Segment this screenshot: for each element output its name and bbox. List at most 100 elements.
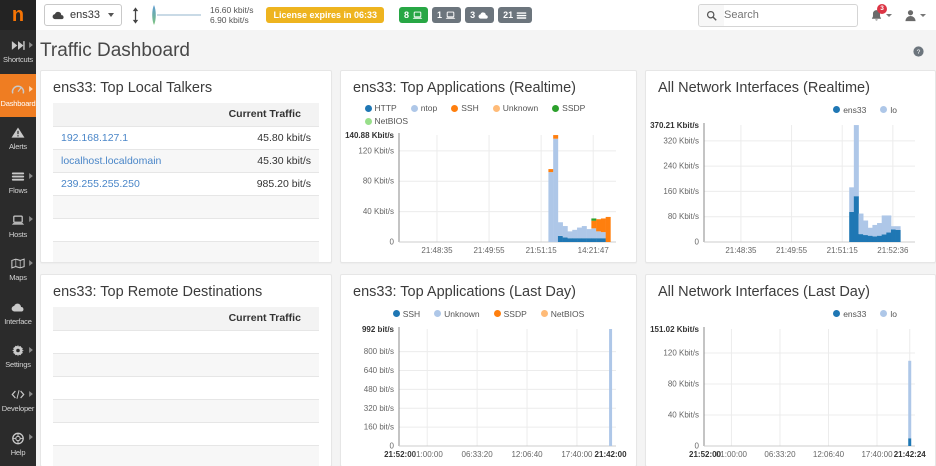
upload-rate: 16.60 kbit/s [209, 4, 254, 15]
chevron-right-icon [29, 79, 33, 92]
table-row-empty [53, 241, 319, 262]
ntopng-logo[interactable]: n [0, 0, 36, 30]
svg-text:21:48:35: 21:48:35 [725, 246, 757, 255]
card-top-applications-lastday: ens33: Top Applications (Last Day) SSH Un… [340, 274, 637, 466]
legend-item-unknown: Unknown [434, 309, 480, 319]
svg-text:0: 0 [390, 442, 395, 451]
flows-badge[interactable]: 21 [498, 7, 533, 23]
svg-text:370.21 Kbit/s: 370.21 Kbit/s [650, 121, 699, 130]
host-link[interactable]: localhost.localdomain [61, 154, 162, 167]
svg-text:80 Kbit/s: 80 Kbit/s [363, 177, 394, 186]
legend-dot [451, 104, 459, 112]
card-title: ens33: Top Applications (Last Day) [353, 284, 577, 300]
legend-item-lo: lo [880, 105, 897, 115]
legend-dot [410, 104, 418, 112]
chevron-right-icon [29, 253, 33, 266]
sidebar-item-label: Alerts [9, 142, 27, 152]
sidebar-item-label: Help [10, 447, 26, 457]
gear-icon [11, 344, 25, 357]
svg-text:14:21:47: 14:21:47 [578, 246, 610, 255]
table-row: 192.168.127.1 45.80 kbit/s [53, 126, 319, 150]
svg-text:992 bit/s: 992 bit/s [362, 325, 395, 334]
notifications-button[interactable]: 3 [870, 3, 892, 22]
chart-legend: SSH Unknown SSDP NetBIOS [392, 307, 584, 320]
table-row-empty [53, 445, 319, 466]
svg-text:21:42:24: 21:42:24 [894, 450, 927, 459]
code-icon [11, 388, 25, 401]
svg-text:120 Kbit/s: 120 Kbit/s [358, 146, 394, 155]
card-all-interfaces-realtime: All Network Interfaces (Realtime) ens33 l… [645, 70, 936, 263]
interface-selector[interactable]: ens33 [44, 4, 122, 26]
topbar: ens33 16.60 kbit/s 6.90 kbit/s License e… [36, 0, 936, 30]
sidebar-item-help[interactable]: Help [0, 422, 36, 466]
sidebar-nav: Shortcuts Dashboard Alerts Flows Hosts [0, 30, 36, 466]
sidebar-item-dashboard[interactable]: Dashboard [0, 73, 36, 118]
table-row-empty [53, 330, 319, 354]
top-applications-realtime-chart: 120 Kbit/s 80 Kbit/s 40 Kbit/s 0 140.88 Kbit… [345, 129, 624, 256]
page-help-button[interactable]: ? [913, 45, 924, 57]
sidebar-item-flows[interactable]: Flows [0, 161, 36, 205]
badge-count: 3 [470, 10, 476, 20]
card-title: All Network Interfaces (Last Day) [658, 284, 870, 300]
sidebar-item-settings[interactable]: Settings [0, 335, 36, 379]
legend-item-netbios: NetBIOS [364, 116, 408, 126]
sidebar-item-shortcuts[interactable]: Shortcuts [0, 30, 36, 74]
host-link[interactable]: 192.168.127.1 [61, 131, 129, 144]
legend-item-ens33: ens33 [833, 105, 866, 115]
notification-count-badge: 3 [877, 3, 887, 14]
status-counters: 8 1 3 21 [399, 7, 533, 23]
chart-legend: HTTP ntop SSH Unknown SSDP NetBIOS [364, 103, 613, 126]
search-input[interactable] [724, 9, 842, 21]
table-row-empty [53, 376, 319, 400]
svg-text:140.88 Kbit/s: 140.88 Kbit/s [345, 131, 394, 140]
devices-badge[interactable]: 3 [465, 7, 495, 23]
svg-text:320 bit/s: 320 bit/s [364, 404, 394, 413]
legend-item-ntop: ntop [410, 103, 437, 113]
svg-text:21:48:35: 21:48:35 [421, 246, 453, 255]
local-hosts-badge[interactable]: 8 [399, 7, 429, 23]
sidebar-item-maps[interactable]: Maps [0, 248, 36, 292]
legend-item-unknown: Unknown [492, 103, 538, 113]
cloud-icon [478, 11, 489, 20]
page-title: Traffic Dashboard [40, 40, 190, 61]
legend-dot [833, 106, 841, 113]
table-row-empty [53, 353, 319, 377]
legend-dot [392, 310, 400, 317]
chevron-right-icon [29, 340, 33, 354]
gauge-icon [11, 83, 25, 96]
table-row-empty [53, 218, 319, 242]
svg-text:120 Kbit/s: 120 Kbit/s [663, 349, 699, 358]
laptop-icon [412, 11, 423, 20]
account-menu-button[interactable] [904, 9, 926, 22]
legend-dot [552, 104, 560, 112]
current-traffic-header: Current Traffic [220, 103, 319, 127]
chevron-down-icon [886, 13, 892, 17]
card-top-local-talkers: ens33: Top Local Talkers Current Traffic… [40, 70, 332, 263]
cloud-icon [11, 301, 25, 314]
sidebar-item-label: Hosts [8, 229, 28, 239]
sidebar-item-label: Settings [5, 360, 31, 370]
svg-text:40 Kbit/s: 40 Kbit/s [668, 411, 699, 420]
laptop-icon [11, 214, 25, 227]
badge-count: 21 [503, 10, 514, 20]
table-row: 239.255.255.250 985.20 bit/s [53, 172, 319, 196]
download-rate: 6.90 kbit/s [209, 15, 249, 25]
sidebar-item-developer[interactable]: Developer [0, 379, 36, 423]
throughput-readout: 16.60 kbit/s 6.90 kbit/s [210, 5, 253, 25]
legend-item-ens33: ens33 [833, 309, 866, 319]
traffic-value: 985.20 bit/s [220, 172, 319, 196]
sidebar-item-alerts[interactable]: Alerts [0, 117, 36, 161]
svg-text:01:00:00: 01:00:00 [412, 450, 444, 459]
svg-text:21:49:55: 21:49:55 [473, 246, 505, 255]
svg-text:80 Kbit/s: 80 Kbit/s [668, 380, 699, 389]
top-remote-destinations-table: Current Traffic [53, 307, 319, 466]
legend-dot [434, 310, 442, 317]
chevron-right-icon [29, 384, 33, 397]
flows-icon [516, 11, 527, 20]
sidebar-item-interface[interactable]: Interface [0, 292, 36, 336]
legend-item-lo: lo [880, 309, 897, 319]
host-link[interactable]: 239.255.255.250 [61, 177, 140, 190]
card-top-remote-destinations: ens33: Top Remote Destinations Current T… [40, 274, 332, 466]
remote-hosts-badge[interactable]: 1 [432, 7, 462, 23]
sidebar-item-hosts[interactable]: Hosts [0, 204, 36, 248]
